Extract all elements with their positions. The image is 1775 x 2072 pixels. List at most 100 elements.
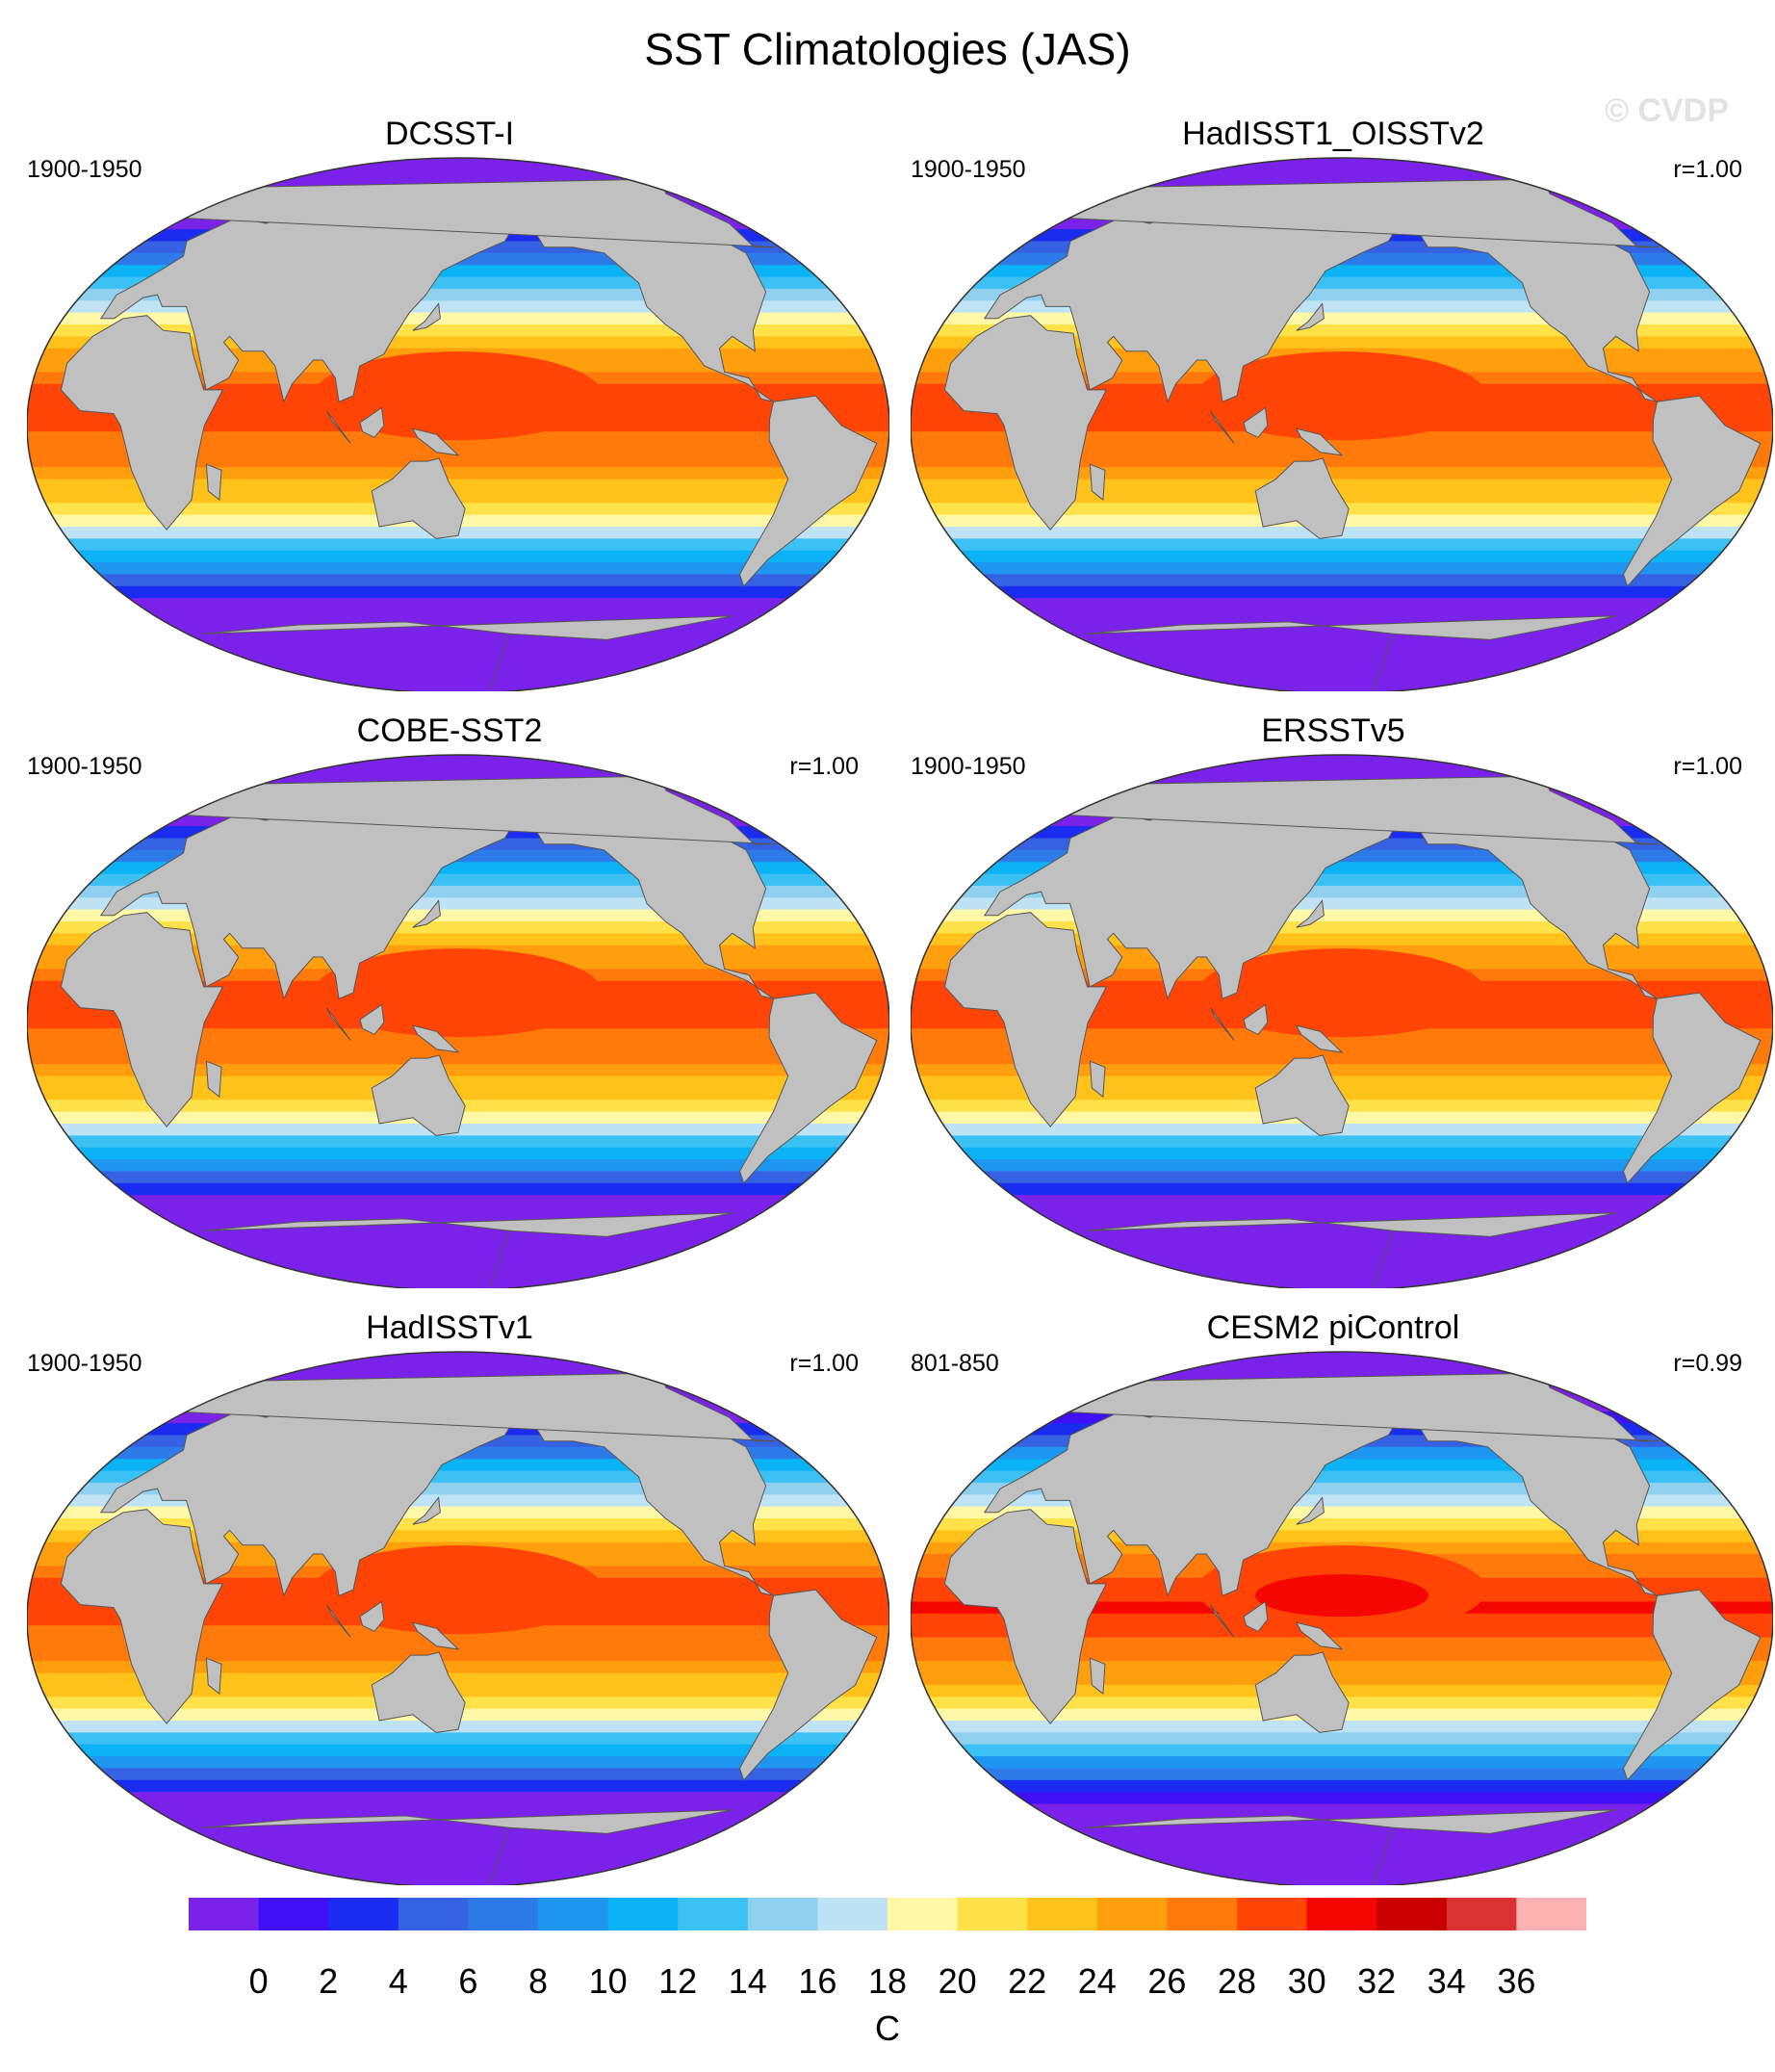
land-mass bbox=[1243, 406, 1269, 439]
colorbar-swatch bbox=[189, 1898, 260, 1930]
land-mass bbox=[738, 1589, 878, 1781]
map-panel: DCSST-I 1900-1950 bbox=[13, 116, 889, 691]
sst-band bbox=[27, 562, 889, 576]
colorbar-swatch bbox=[468, 1898, 539, 1930]
sst-band bbox=[27, 1171, 889, 1184]
sst-band bbox=[911, 1171, 1773, 1184]
sst-band bbox=[911, 909, 1773, 922]
land-mass bbox=[1089, 463, 1106, 502]
sst-band bbox=[27, 550, 889, 563]
panel-period: 1900-1950 bbox=[27, 753, 142, 780]
colorbar bbox=[189, 1898, 1586, 1930]
warm-pool bbox=[1197, 351, 1486, 441]
sst-band bbox=[27, 467, 889, 480]
colorbar-tick-label: 34 bbox=[1427, 1961, 1466, 2001]
land-mass bbox=[325, 1604, 351, 1638]
colorbar-tick-label: 28 bbox=[1217, 1961, 1257, 2001]
sst-band bbox=[911, 1363, 1773, 1377]
land-mass bbox=[943, 315, 1108, 531]
land-mass bbox=[202, 1809, 733, 1885]
sst-band bbox=[911, 1506, 1773, 1519]
sst-band bbox=[27, 681, 889, 691]
colorbar-tick-label: 22 bbox=[1008, 1961, 1047, 2001]
colorbar-tick-label: 32 bbox=[1357, 1961, 1397, 2001]
sst-band bbox=[27, 312, 889, 325]
sst-band bbox=[911, 598, 1773, 611]
map-outline bbox=[27, 1351, 889, 1885]
sst-band bbox=[27, 1779, 889, 1793]
sst-band bbox=[27, 169, 889, 183]
sst-map bbox=[27, 754, 889, 1288]
warm-pool-core bbox=[1255, 1574, 1428, 1618]
colorbar-tick-label: 6 bbox=[458, 1961, 478, 2001]
colorbar-swatch bbox=[1376, 1898, 1448, 1930]
map-outline bbox=[911, 754, 1773, 1288]
colorbar-tick-label: 18 bbox=[867, 1961, 908, 2001]
sst-band bbox=[911, 312, 1773, 325]
land-mass bbox=[412, 1496, 441, 1525]
sst-band bbox=[911, 1756, 1773, 1770]
land-mass bbox=[1209, 410, 1235, 444]
sst-band bbox=[27, 1363, 889, 1377]
colorbar-swatch bbox=[328, 1898, 399, 1930]
land-mass bbox=[412, 899, 441, 928]
sst-band bbox=[27, 1863, 889, 1877]
sst-band bbox=[911, 1851, 1773, 1865]
land-mass bbox=[371, 457, 466, 539]
sst-band bbox=[27, 1756, 889, 1770]
sst-band bbox=[27, 1768, 889, 1781]
sst-band bbox=[911, 1075, 1773, 1089]
sst-band bbox=[911, 669, 1773, 683]
sst-band bbox=[27, 585, 889, 599]
panel-correlation: r=1.00 bbox=[789, 1350, 859, 1377]
land-mass bbox=[60, 912, 224, 1127]
sst-band bbox=[27, 1637, 889, 1650]
sst-band bbox=[911, 1863, 1773, 1877]
sst-band bbox=[911, 550, 1773, 563]
sst-band bbox=[911, 1792, 1773, 1805]
sst-band bbox=[911, 1875, 1773, 1885]
map-panel: COBE-SST2 1900-1950 r=1.00 bbox=[13, 712, 889, 1288]
colorbar-swatch bbox=[747, 1898, 818, 1930]
land-mass bbox=[359, 1003, 385, 1036]
sst-band bbox=[911, 634, 1773, 647]
panel-period: 1900-1950 bbox=[911, 753, 1026, 780]
warm-pool bbox=[314, 948, 603, 1038]
sst-band bbox=[911, 574, 1773, 587]
panel-period: 1900-1950 bbox=[27, 156, 142, 183]
sst-band bbox=[27, 538, 889, 552]
sst-band bbox=[911, 1278, 1773, 1288]
land-mass bbox=[1296, 302, 1325, 331]
sst-band bbox=[27, 1851, 889, 1865]
sst-band bbox=[27, 669, 889, 683]
sst-band bbox=[27, 1827, 889, 1841]
land-mass bbox=[411, 427, 460, 456]
colorbar-tick-label: 30 bbox=[1287, 1961, 1326, 2001]
sst-band bbox=[27, 1040, 889, 1053]
sst-band bbox=[27, 1051, 889, 1066]
map-panel: HadISST1_OISSTv2 1900-1950 r=1.00 bbox=[897, 116, 1773, 691]
panel-title: HadISSTv1 bbox=[366, 1309, 533, 1346]
warm-pool bbox=[1197, 948, 1486, 1038]
sst-band bbox=[27, 1875, 889, 1885]
colorbar-swatch bbox=[1027, 1898, 1098, 1930]
sst-band bbox=[27, 1352, 889, 1365]
panel-correlation: r=1.00 bbox=[1673, 753, 1742, 780]
land-mass bbox=[532, 1405, 774, 1596]
sst-band bbox=[911, 1779, 1773, 1793]
land-mass bbox=[1243, 1003, 1269, 1036]
sst-band bbox=[911, 1672, 1773, 1686]
colorbar-tick-label: 24 bbox=[1077, 1961, 1117, 2001]
land-mass bbox=[60, 315, 224, 531]
sst-band bbox=[911, 1195, 1773, 1208]
land-mass bbox=[325, 410, 351, 444]
land-mass bbox=[1089, 1060, 1106, 1099]
colorbar-swatch bbox=[398, 1898, 469, 1930]
map-panel: ERSSTv5 1900-1950 r=1.00 bbox=[897, 712, 1773, 1288]
sst-band bbox=[911, 1648, 1773, 1663]
sst-band bbox=[27, 574, 889, 587]
land-mass bbox=[1254, 1651, 1350, 1733]
land-mass bbox=[1209, 1604, 1235, 1638]
land-mass bbox=[1086, 615, 1617, 691]
colorbar-tick-label: 0 bbox=[248, 1961, 269, 2001]
